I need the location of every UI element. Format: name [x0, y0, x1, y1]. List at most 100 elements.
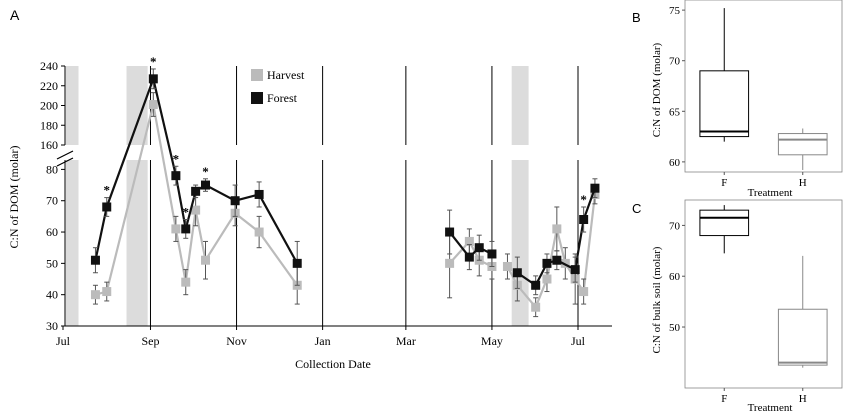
panel-c-x-axis-label: Treatment	[748, 402, 793, 414]
data-point	[464, 252, 474, 262]
data-point	[171, 171, 181, 181]
shaded-period-upper	[126, 66, 148, 145]
data-point	[181, 277, 191, 287]
data-point	[102, 287, 112, 297]
x-tick-label: Sep	[141, 334, 159, 348]
shaded-period	[126, 160, 148, 326]
shaded-period	[511, 160, 529, 326]
legend-swatch	[251, 69, 263, 81]
legend-swatch	[251, 92, 263, 104]
data-point	[90, 255, 100, 265]
panel-b-x-axis-label: Treatment	[748, 187, 793, 199]
panel-b-label: B	[632, 10, 641, 25]
panel-a-series: * * * * * *	[90, 54, 600, 318]
data-point	[148, 74, 158, 84]
data-point	[570, 265, 580, 275]
panel-b-y-axis-label: C:N of DOM (molar)	[651, 42, 663, 137]
data-point	[181, 224, 191, 234]
data-point	[230, 196, 240, 206]
y-tick-label: 60	[669, 157, 681, 169]
y-tick-label: 70	[669, 56, 681, 68]
panel-b-boxplot: 60 65 70 75 F H	[669, 0, 843, 189]
panel-c-boxplot: 50 60 70 F H	[669, 199, 843, 405]
box	[777, 133, 828, 156]
data-point	[102, 202, 112, 212]
y-tick-label: 50	[669, 322, 681, 334]
data-point	[552, 224, 562, 234]
x-tick-label: Mar	[396, 334, 416, 348]
significance-marker: *	[580, 192, 587, 207]
data-point	[201, 255, 211, 265]
y-tick-label: 40	[46, 288, 58, 302]
x-tick-label: May	[481, 334, 503, 348]
axis-break-mark	[56, 157, 74, 167]
data-point	[542, 258, 552, 268]
y-tick-label: 160	[40, 138, 58, 152]
data-point	[579, 287, 589, 297]
data-point	[531, 302, 541, 312]
data-point	[292, 258, 302, 268]
data-point	[579, 215, 589, 225]
y-tick-label: 240	[40, 59, 58, 73]
series-line	[94, 74, 299, 264]
x-axis-label: Collection Date	[295, 357, 371, 371]
data-point	[254, 227, 264, 237]
box	[699, 209, 750, 237]
panel-a: A 30 40 50 60 70 80 160 180 200 220 240 Jul Sep Nov Ja…	[7, 7, 612, 371]
legend-label: Forest	[267, 91, 298, 105]
y-tick-label: 220	[40, 79, 58, 93]
data-point	[531, 280, 541, 290]
y-tick-label: 60	[669, 271, 681, 283]
x-tick-label: Jul	[56, 334, 71, 348]
data-point	[191, 186, 201, 196]
data-point	[474, 243, 484, 253]
data-point	[487, 249, 497, 259]
data-point	[542, 274, 552, 284]
plot-frame	[684, 199, 843, 389]
y-tick-label: 50	[46, 256, 58, 270]
shaded-periods	[65, 66, 529, 326]
panel-a-axes: 30 40 50 60 70 80 160 180 200 220 240 Jul Sep Nov Jan M…	[40, 59, 612, 348]
series-line	[448, 231, 493, 259]
y-tick-label: 75	[669, 5, 681, 17]
data-point	[512, 268, 522, 278]
data-point	[148, 100, 158, 110]
x-tick-label: Nov	[226, 334, 247, 348]
panel-a-label: A	[10, 7, 20, 23]
series-forest: * * * * * *	[90, 54, 600, 296]
significance-marker: *	[103, 183, 110, 198]
legend-label: Harvest	[267, 68, 305, 82]
data-point	[445, 258, 455, 268]
data-point	[445, 227, 455, 237]
box	[777, 308, 828, 366]
plot-frame	[684, 0, 843, 173]
y-tick-label: 30	[46, 319, 58, 333]
data-point	[464, 236, 474, 246]
y-tick-label: 65	[669, 106, 681, 118]
shaded-period-upper	[65, 66, 79, 145]
data-point	[502, 261, 512, 271]
x-tick-label: H	[799, 177, 807, 189]
panel-c-y-axis-label: C:N of bulk soil (molar)	[651, 246, 663, 353]
data-point	[90, 290, 100, 300]
y-tick-label: 200	[40, 99, 58, 113]
panel-c: C 50 60 70 F H Treatment C:N of bulk soil (m…	[632, 199, 843, 414]
data-point	[254, 189, 264, 199]
panel-b: B 60 65 70 75 F H Treatment C:N of DOM (molar…	[632, 0, 843, 199]
y-tick-label: 180	[40, 118, 58, 132]
legend: Harvest Forest	[251, 68, 305, 105]
y-tick-label: 70	[669, 220, 681, 232]
series-line	[95, 104, 299, 296]
data-point	[191, 205, 201, 215]
significance-marker: *	[183, 205, 190, 220]
data-point	[552, 255, 562, 265]
significance-marker: *	[202, 164, 209, 179]
data-point	[590, 183, 600, 193]
x-tick-label: Jan	[315, 334, 331, 348]
shaded-period	[65, 160, 79, 326]
axis-break-mark	[56, 150, 74, 160]
x-tick-label: H	[799, 393, 807, 405]
series-line	[448, 239, 493, 268]
panel-c-label: C	[632, 201, 641, 216]
